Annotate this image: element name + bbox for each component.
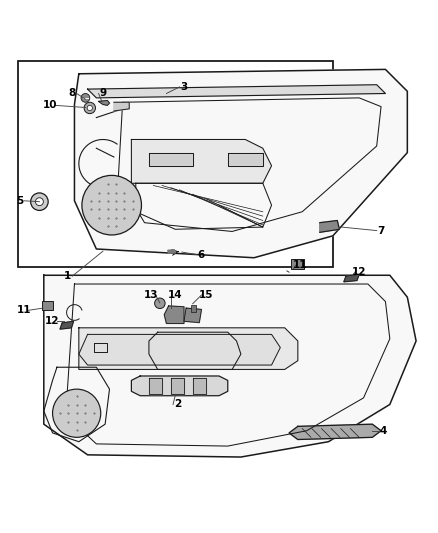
Circle shape bbox=[31, 193, 48, 211]
Polygon shape bbox=[131, 376, 228, 395]
Text: 4: 4 bbox=[380, 426, 387, 436]
Polygon shape bbox=[149, 152, 193, 166]
Text: 12: 12 bbox=[45, 316, 60, 326]
Text: 8: 8 bbox=[69, 88, 76, 99]
Text: 13: 13 bbox=[144, 290, 159, 300]
Polygon shape bbox=[171, 378, 184, 393]
FancyBboxPatch shape bbox=[191, 304, 196, 312]
Polygon shape bbox=[164, 306, 184, 324]
FancyBboxPatch shape bbox=[42, 301, 53, 310]
Text: 9: 9 bbox=[99, 88, 106, 99]
Polygon shape bbox=[320, 221, 339, 232]
Text: 12: 12 bbox=[352, 267, 367, 277]
FancyBboxPatch shape bbox=[291, 259, 304, 269]
Polygon shape bbox=[79, 334, 280, 365]
Polygon shape bbox=[79, 328, 298, 369]
Polygon shape bbox=[131, 140, 272, 183]
Circle shape bbox=[81, 93, 90, 102]
Text: 10: 10 bbox=[43, 100, 58, 110]
Circle shape bbox=[35, 198, 43, 206]
Polygon shape bbox=[184, 308, 201, 322]
Polygon shape bbox=[44, 275, 416, 457]
Circle shape bbox=[84, 102, 95, 114]
Text: 3: 3 bbox=[180, 82, 187, 92]
Polygon shape bbox=[74, 69, 407, 258]
Text: 14: 14 bbox=[168, 290, 183, 300]
Text: 15: 15 bbox=[198, 290, 213, 300]
Polygon shape bbox=[60, 321, 74, 329]
Text: 2: 2 bbox=[174, 399, 181, 409]
Circle shape bbox=[82, 175, 141, 235]
Polygon shape bbox=[168, 250, 175, 253]
Polygon shape bbox=[193, 378, 206, 393]
Text: 6: 6 bbox=[198, 249, 205, 260]
Text: 11: 11 bbox=[293, 260, 307, 270]
Text: 5: 5 bbox=[16, 196, 23, 206]
Polygon shape bbox=[88, 85, 385, 98]
Text: 7: 7 bbox=[378, 225, 385, 236]
Polygon shape bbox=[228, 152, 263, 166]
Text: 1: 1 bbox=[64, 271, 71, 281]
Circle shape bbox=[155, 298, 165, 309]
Polygon shape bbox=[114, 102, 129, 111]
Circle shape bbox=[87, 106, 92, 110]
Polygon shape bbox=[149, 378, 162, 393]
Polygon shape bbox=[99, 101, 110, 106]
Bar bbox=[18, 61, 333, 266]
Circle shape bbox=[53, 389, 101, 437]
Polygon shape bbox=[289, 424, 381, 440]
Polygon shape bbox=[344, 274, 359, 282]
Text: 11: 11 bbox=[17, 305, 32, 316]
